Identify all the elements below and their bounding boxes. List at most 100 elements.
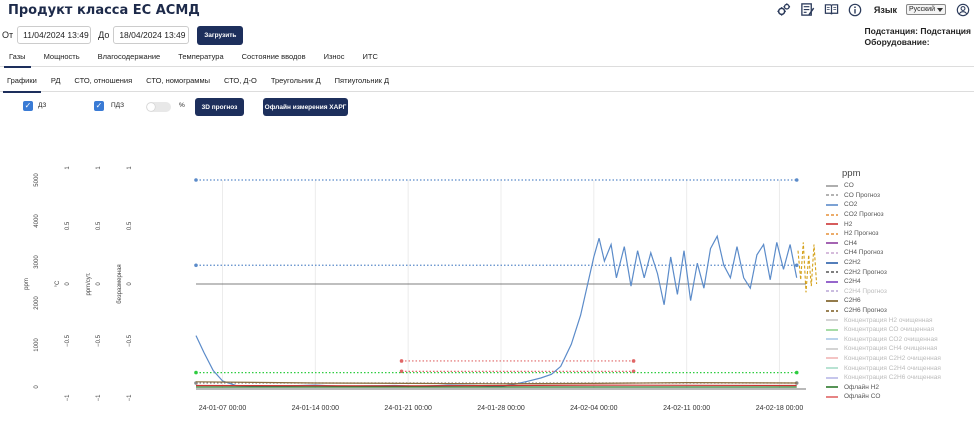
threshold-marker [794,178,799,182]
y-tick-label: −0.5 [96,334,102,347]
legend-label: Концентрация CO очищенная [844,326,934,334]
legend-swatch [826,204,838,206]
threshold-marker [194,370,198,375]
threshold-marker [194,381,198,385]
load-button[interactable]: Загрузить [197,25,244,45]
threshold-marker [194,178,198,182]
legend-swatch [826,338,838,341]
series-line [195,381,797,385]
y-tick-label: 5000 [34,173,40,187]
legend-item[interactable]: Концентрация CO2 очищенная [826,335,974,345]
legend-swatch [826,232,838,235]
legend-swatch [826,184,838,187]
chart-legend: CO CO Прогноз CO2 CO2 Прогноз H2 H2 Прогноз CH… [826,181,974,402]
y-axis-title: ppm/сут. [86,272,92,295]
tab-sto-d-o[interactable]: СТО, Д-О [224,76,257,85]
threshold-marker [194,263,198,268]
legend-item[interactable]: H2 Прогноз [826,229,974,239]
legend-item[interactable]: Концентрация C2H2 очищенная [826,354,974,364]
legend-item[interactable]: Офлайн H2 [826,382,974,392]
y-tick-label: 1 [96,166,102,170]
legend-label: Концентрация C2H4 очищенная [844,364,941,372]
legend-swatch [826,357,838,360]
app-title: Продукт класса ЕС АСМД [8,3,200,18]
legend-label: Концентрация CO2 очищенная [844,335,938,343]
legend-item[interactable]: CH4 Прогноз [826,248,974,258]
legend-item[interactable]: C2H4 [826,277,974,287]
threshold-marker [631,359,636,363]
legend-item[interactable]: C2H6 Прогноз [826,306,974,316]
legend-label: C2H6 Прогноз [844,307,887,315]
legend-label: C2H6 [844,297,861,305]
legend-item[interactable]: Концентрация CO очищенная [826,325,974,335]
y-axis-title: безразмерная [117,264,123,303]
tab-bushings[interactable]: Состояние вводов [241,52,306,61]
tab-pentagon-d[interactable]: Пятиугольник Д [334,76,390,85]
percent-toggle[interactable] [146,102,171,112]
legend-item[interactable]: Концентрация CH4 очищенная [826,344,974,354]
sub-tabs: Графики РД СТО, отношения СТО, номограмм… [0,75,974,93]
legend-item[interactable]: C2H6 [826,296,974,306]
language-value: Русский [909,5,935,13]
legend-item[interactable]: Концентрация C2H4 очищенная [826,363,974,373]
legend-label: Офлайн CO [844,393,881,401]
y-tick-label: −0.5 [127,334,133,347]
legend-item[interactable]: C2H2 [826,258,974,268]
legend-item[interactable]: C2H4 Прогноз [826,287,974,297]
tab-sto-nomograms[interactable]: СТО, номограммы [146,76,211,85]
forecast-3d-button[interactable]: 3D прогноз [195,98,244,116]
edit-document-icon[interactable] [800,2,815,17]
tab-power[interactable]: Мощность [43,52,80,61]
tab-moisture[interactable]: Влагосодержание [97,52,161,61]
tab-temperature[interactable]: Температура [178,52,224,61]
legend-item[interactable]: CO Прогноз [826,191,974,201]
dz-checkbox[interactable]: ✓ [23,101,33,111]
tab-gases[interactable]: Газы [0,51,35,68]
chevron-down-icon [937,7,943,12]
gears-icon[interactable] [776,2,791,17]
y-tick-label: 1000 [34,338,40,352]
legend-item[interactable]: C2H2 Прогноз [826,267,974,277]
threshold-marker [794,263,799,268]
y-tick-label: 0.5 [65,221,71,230]
tab-its[interactable]: ИТС [362,52,378,61]
legend-item[interactable]: Концентрация C2H6 очищенная [826,373,974,383]
book-icon[interactable] [824,2,839,17]
pdz-checkbox[interactable]: ✓ [94,101,104,111]
legend-item[interactable]: Концентрация H2 очищенная [826,315,974,325]
tab-wear[interactable]: Износ [323,52,345,61]
legend-item[interactable]: Офлайн CO [826,392,974,402]
y-tick-label: 1 [65,166,71,170]
offline-harg-button[interactable]: Офлайн измерения ХАРГ [263,98,348,116]
x-tick-label: 24-02-11 00:00 [663,405,710,412]
language-select[interactable]: Русский [906,4,946,15]
tab-rd[interactable]: РД [50,76,61,85]
legend-label: CH4 [844,239,858,247]
substation-label: Подстанция: Подстанция [864,26,971,36]
legend-item[interactable]: CH4 [826,239,974,249]
tab-charts[interactable]: Графики [0,75,44,93]
legend-item[interactable]: CO2 Прогноз [826,210,974,220]
legend-label: H2 Прогноз [844,230,879,238]
language-label: Язык [873,4,898,15]
legend-label: CO2 Прогноз [844,211,884,219]
x-tick-label: 24-02-04 00:00 [570,405,618,412]
tab-sto-ratios[interactable]: СТО, отношения [74,76,133,85]
y-tick-label: 0 [65,282,71,286]
user-icon[interactable] [955,2,970,17]
legend-title: ppm [842,168,861,179]
top-bar: Продукт класса ЕС АСМД Язык Русский [0,0,974,22]
legend-swatch [826,290,838,293]
to-date-input[interactable]: 18/04/2024 13:49 [113,26,190,44]
legend-item[interactable]: CO2 [826,200,974,210]
from-date-input[interactable]: 11/04/2024 13:49 [17,26,92,44]
tab-triangle-d[interactable]: Треугольник Д [270,76,321,85]
legend-swatch [826,367,838,369]
legend-swatch [826,252,838,254]
y-tick-label: −0.5 [65,334,71,347]
series-line [797,242,818,293]
top-icons: Язык Русский [776,2,970,17]
legend-item[interactable]: CO [826,181,974,191]
legend-item[interactable]: H2 [826,219,974,229]
info-icon[interactable] [848,2,863,17]
